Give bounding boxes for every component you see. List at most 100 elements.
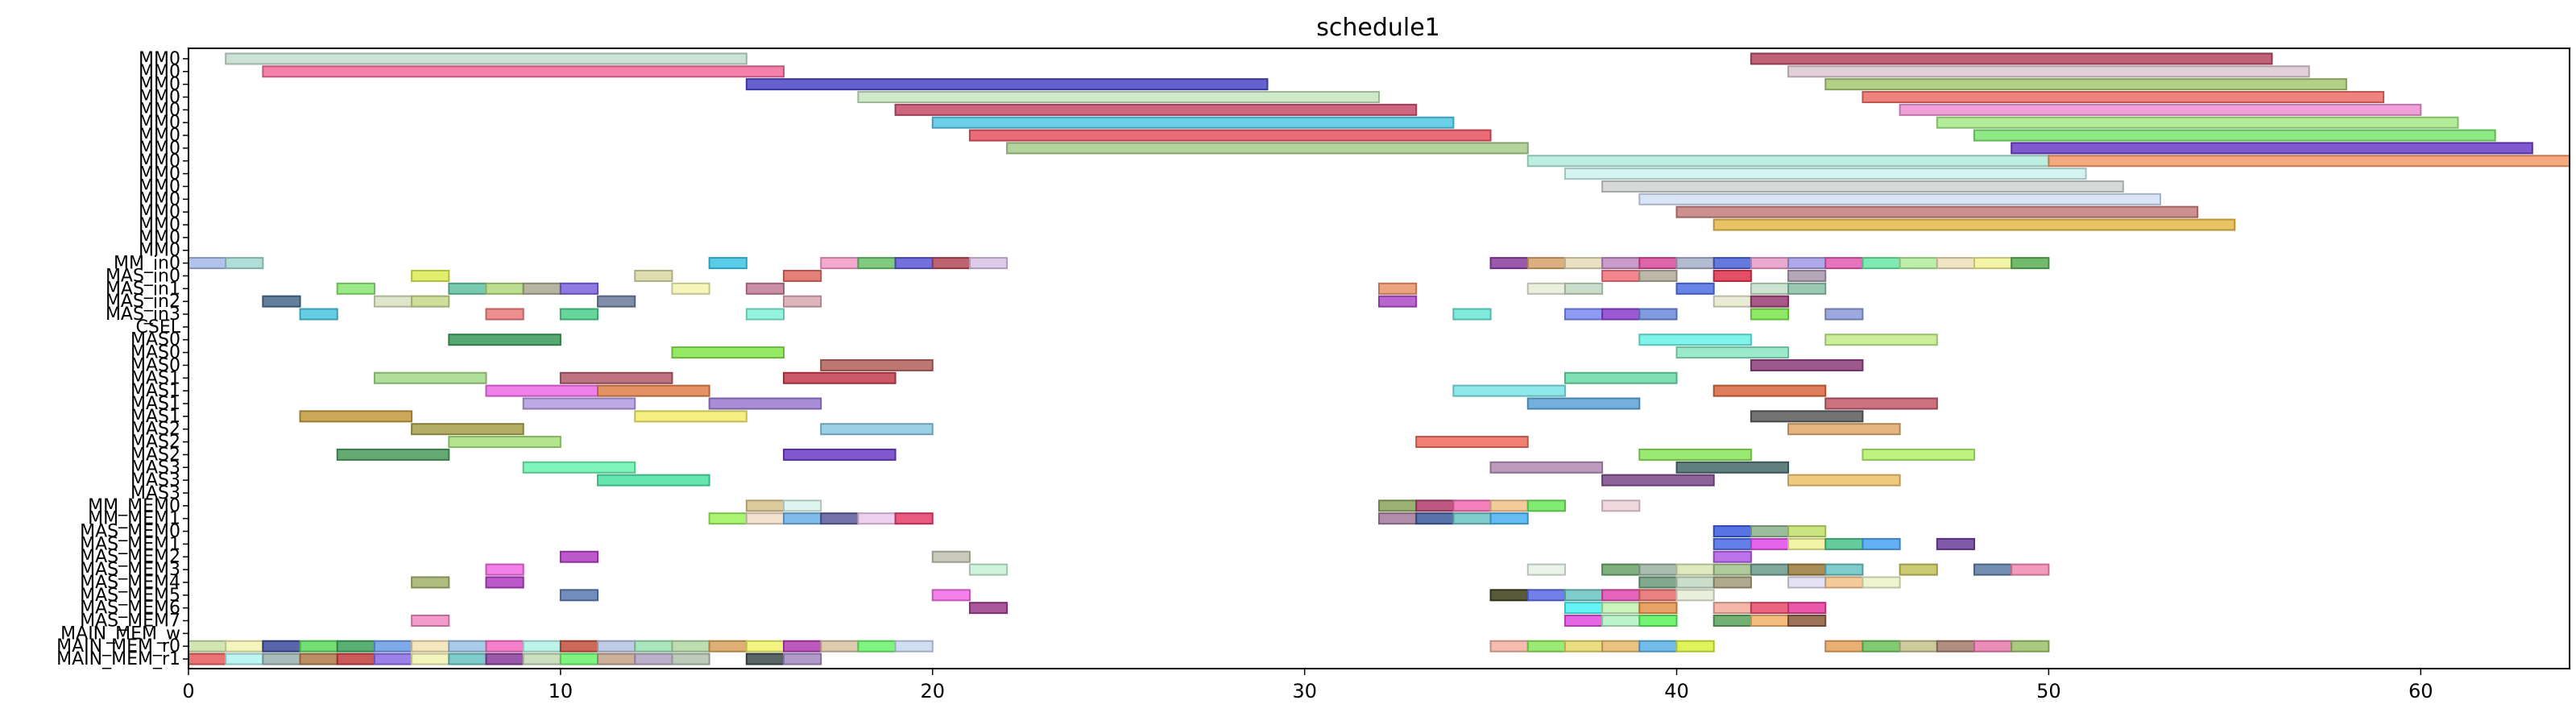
task-bar — [559, 640, 599, 652]
task-bar — [820, 423, 934, 436]
task-bar — [1713, 563, 1752, 576]
task-bar — [1526, 397, 1641, 410]
task-bar — [299, 410, 413, 423]
x-tick-label: 40 — [1664, 680, 1689, 702]
task-bar — [262, 640, 301, 652]
task-bar — [820, 358, 934, 371]
task-bar — [1452, 384, 1566, 397]
task-bar — [968, 602, 1008, 615]
task-bar — [1526, 589, 1566, 602]
task-bar — [1489, 640, 1529, 652]
task-bar — [2011, 640, 2050, 652]
task-bar — [1675, 282, 1715, 295]
plot-frame — [188, 48, 2570, 669]
task-bar — [1638, 563, 1678, 576]
task-bar — [1899, 257, 1938, 270]
task-bar — [1675, 576, 1715, 589]
task-bar — [1563, 615, 1604, 628]
y-tick-label: MM0 — [139, 228, 180, 248]
y-tick-label: MM0 — [139, 113, 180, 133]
task-bar — [1713, 525, 1752, 538]
task-bar — [299, 640, 338, 652]
task-bar — [1862, 257, 1901, 270]
task-bar — [262, 652, 301, 665]
task-bar — [225, 640, 264, 652]
task-bar — [1787, 525, 1827, 538]
task-bar — [597, 474, 710, 487]
task-bar — [1862, 90, 2385, 103]
task-bar — [1415, 436, 1529, 449]
task-bar — [1824, 257, 1864, 270]
task-bar — [1750, 358, 1864, 371]
y-tick-label: MAS_MEM1 — [80, 534, 180, 554]
task-bar — [522, 282, 561, 295]
task-bar — [1489, 589, 1529, 602]
x-tick-label: 50 — [2036, 680, 2061, 702]
task-bar — [1787, 537, 1827, 550]
task-bar — [597, 652, 636, 665]
task-bar — [559, 652, 599, 665]
task-bar — [1862, 448, 1975, 461]
task-bar — [1713, 602, 1752, 615]
task-bar — [1563, 371, 1678, 384]
task-bar — [1713, 550, 1752, 563]
task-bar — [559, 589, 599, 602]
task-bar — [2011, 563, 2050, 576]
task-bar — [373, 640, 413, 652]
task-bar — [1675, 461, 1790, 474]
task-bar — [1936, 116, 2459, 129]
y-tick-label: MAS3 — [130, 470, 180, 491]
y-tick-label: MAS_MEM4 — [80, 573, 180, 593]
task-bar — [1489, 257, 1529, 270]
task-bar — [1638, 308, 1678, 321]
y-tick-label: MM0 — [139, 139, 180, 159]
task-bar — [373, 295, 413, 308]
x-tick-label: 20 — [920, 680, 945, 702]
task-bar — [1526, 155, 2050, 168]
task-bar — [1601, 474, 1715, 487]
task-bar — [1824, 576, 1864, 589]
task-bar — [1862, 640, 1901, 652]
task-bar — [1601, 308, 1641, 321]
task-bar — [1973, 257, 2013, 270]
task-bar — [894, 640, 934, 652]
y-tick-label: MAS1 — [130, 368, 180, 388]
task-bar — [931, 257, 971, 270]
task-bar — [559, 371, 673, 384]
task-bar — [188, 640, 227, 652]
task-bar — [1899, 103, 2422, 116]
task-bar — [783, 652, 822, 665]
chart-title: schedule1 — [1316, 14, 1440, 42]
y-tick-label: MAS2 — [130, 420, 180, 440]
y-tick-label: MM0 — [139, 215, 180, 235]
task-bar — [1452, 499, 1492, 512]
y-tick-label: MAIN_MEM_w — [60, 624, 180, 644]
task-bar — [1862, 576, 1901, 589]
y-tick-label: MAS_in0 — [106, 266, 180, 286]
task-bar — [1378, 282, 1418, 295]
y-tick-label: MM_MEM1 — [88, 509, 180, 529]
y-tick-label: MM0 — [139, 126, 180, 146]
task-bar — [1601, 269, 1641, 282]
task-bar — [1638, 576, 1678, 589]
y-tick-label: MAS1 — [130, 407, 180, 427]
y-tick-label: MAS_in2 — [106, 292, 180, 312]
y-tick-label: MAS3 — [130, 483, 180, 503]
task-bar — [820, 640, 859, 652]
task-bar — [522, 652, 561, 665]
task-bar — [411, 652, 450, 665]
task-bar — [894, 257, 934, 270]
task-bar — [671, 640, 710, 652]
task-bar — [931, 116, 1455, 129]
task-bar — [1750, 52, 2273, 65]
task-bar — [448, 334, 561, 346]
task-bar — [262, 65, 785, 78]
task-bar — [1489, 512, 1529, 525]
task-bar — [783, 448, 897, 461]
task-bar — [1750, 410, 1864, 423]
task-bar — [225, 652, 264, 665]
task-bar — [1713, 269, 1752, 282]
task-bar — [1787, 474, 1901, 487]
task-bar — [1489, 499, 1529, 512]
